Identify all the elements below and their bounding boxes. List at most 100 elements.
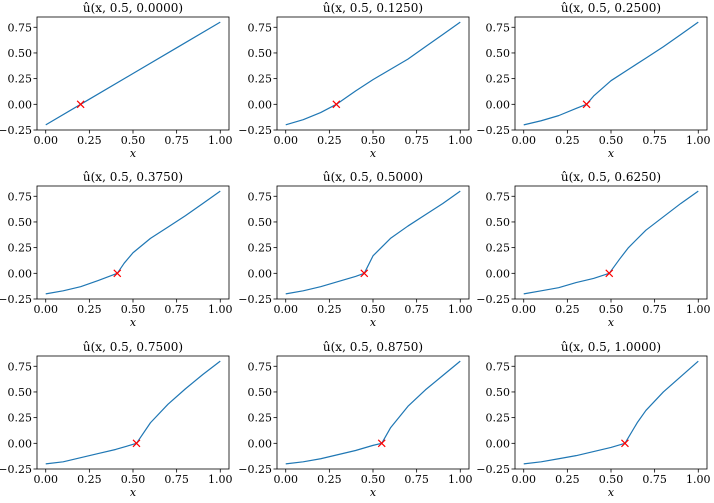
x-tick-label: 1.00 [448,134,473,147]
y-tick-label: 0.25 [8,73,33,86]
x-tick-label: 0.25 [77,473,102,486]
x-axis-label: x [130,316,137,329]
y-tick-label: 0.00 [8,98,33,111]
root-marker [76,100,85,109]
x-tick-label: 0.25 [77,134,102,147]
x-tick-label: 0.00 [33,473,58,486]
x-axis-label: x [130,147,137,160]
subplot-title: û(x, 0.5, 1.0000) [561,340,661,354]
y-tick-label: 0.50 [248,216,273,229]
x-tick-label: 0.25 [555,473,580,486]
y-tick-label: 0.00 [8,437,33,450]
x-tick-label: 0.50 [361,473,386,486]
y-tick-label: 0.75 [8,21,33,34]
series-line [285,190,461,295]
x-tick-label: 0.25 [77,303,102,316]
x-tick-label: 0.50 [361,303,386,316]
y-tick-label: 0.75 [486,360,511,373]
x-tick-label: 0.00 [33,303,58,316]
x-tick-label: 0.00 [273,473,298,486]
axes-frame [514,355,708,470]
root-marker [113,269,122,278]
x-tick-label: 0.75 [642,134,667,147]
y-tick-label: 0.00 [486,267,511,280]
subplot-title: û(x, 0.5, 0.8750) [323,340,423,354]
axes-frame [276,185,470,300]
x-tick-label: 1.00 [686,303,711,316]
root-marker [332,100,341,109]
x-tick-label: 0.00 [511,303,536,316]
y-tick-label: 0.50 [8,386,33,399]
x-tick-label: 1.00 [448,303,473,316]
y-tick-label: 0.50 [248,47,273,60]
axes-frame [36,185,230,300]
subplot-2: û(x, 0.5, 0.1250) 0.00 0.25 0.50 0.75 1.00 −0.… [238,1,472,160]
series-line [285,360,461,465]
x-tick-label: 1.00 [208,303,233,316]
x-axis-label: x [370,316,377,329]
y-tick-label: 0.50 [8,216,33,229]
root-marker [621,439,629,448]
y-tick-label: 0.25 [248,242,273,255]
y-tick-label: 0.00 [486,98,511,111]
x-tick-label: 0.50 [121,303,146,316]
x-tick-label: 1.00 [686,473,711,486]
y-tick-label: −0.25 [476,463,510,476]
series-line [45,21,221,126]
x-tick-label: 1.00 [208,134,233,147]
root-marker [605,269,614,278]
axes-frame [514,185,708,300]
axes-frame [276,16,470,131]
axes-frame [36,355,230,470]
y-tick-label: 0.00 [8,267,33,280]
y-tick-label: 0.00 [248,437,273,450]
subplot-title: û(x, 0.5, 0.0000) [83,1,183,15]
y-tick-label: −0.25 [0,124,32,137]
y-tick-label: 0.25 [8,412,33,425]
y-tick-label: −0.25 [238,124,272,137]
y-tick-label: 0.25 [486,73,511,86]
axes-frame [276,355,470,470]
x-tick-label: 0.75 [404,134,429,147]
x-tick-label: 0.75 [404,473,429,486]
y-tick-label: −0.25 [476,293,510,306]
subplot-title: û(x, 0.5, 0.7500) [83,340,183,354]
series-line [45,190,221,295]
x-tick-label: 1.00 [208,473,233,486]
x-tick-label: 0.25 [317,303,342,316]
x-tick-label: 0.25 [555,303,580,316]
y-tick-label: 0.75 [486,21,511,34]
y-tick-label: −0.25 [238,463,272,476]
x-tick-label: 0.50 [361,134,386,147]
y-tick-label: 0.00 [248,267,273,280]
x-tick-label: 0.50 [599,134,624,147]
x-tick-label: 0.50 [121,473,146,486]
subplot-title: û(x, 0.5, 0.3750) [83,170,183,184]
root-marker [360,269,369,278]
x-tick-label: 0.75 [164,473,189,486]
x-tick-label: 1.00 [686,134,711,147]
y-tick-label: −0.25 [0,293,32,306]
y-tick-label: 0.75 [486,190,511,203]
y-tick-label: 0.75 [8,360,33,373]
x-tick-label: 0.50 [121,134,146,147]
x-tick-label: 0.75 [164,134,189,147]
x-tick-label: 0.25 [317,134,342,147]
x-tick-label: 0.25 [555,134,580,147]
x-axis-label: x [370,486,377,499]
x-axis-label: x [370,147,377,160]
x-tick-label: 1.00 [448,473,473,486]
x-tick-label: 0.75 [642,473,667,486]
x-tick-label: 0.25 [317,473,342,486]
root-marker [377,439,386,448]
y-tick-label: 0.75 [248,360,273,373]
x-tick-label: 0.00 [511,473,536,486]
y-tick-label: 0.75 [248,21,273,34]
x-axis-label: x [130,486,137,499]
y-tick-label: −0.25 [476,124,510,137]
y-tick-label: 0.50 [486,47,511,60]
axes-frame [514,16,708,131]
subplot-title: û(x, 0.5, 0.1250) [323,1,423,15]
y-tick-label: 0.25 [8,242,33,255]
